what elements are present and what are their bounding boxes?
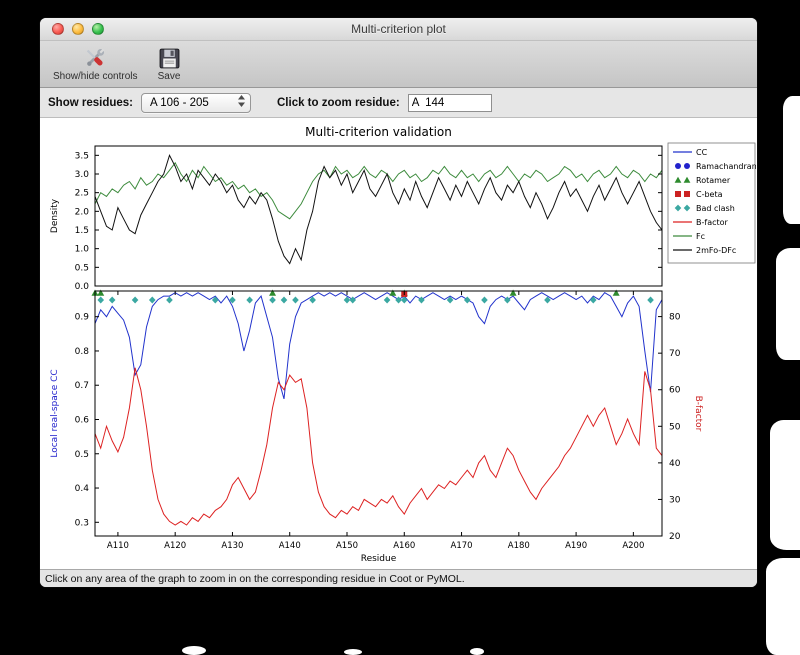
svg-text:50: 50: [669, 422, 681, 432]
svg-text:Multi-criterion validation: Multi-criterion validation: [305, 125, 452, 139]
svg-text:2.0: 2.0: [75, 207, 90, 217]
svg-text:70: 70: [669, 349, 681, 359]
svg-text:60: 60: [669, 386, 681, 396]
close-button[interactable]: [52, 23, 64, 35]
svg-text:B-factor: B-factor: [696, 218, 729, 227]
plot-area: Multi-criterion validation 0.0 0.5 1.0 1.5 2.…: [40, 118, 757, 569]
status-text: Click on any area of the graph to zoom i…: [45, 572, 465, 585]
screenshot-artifact: [776, 248, 800, 360]
traffic-lights: [52, 23, 104, 35]
zoom-residue-label: Click to zoom residue:: [277, 96, 400, 109]
screenshot-artifact: [770, 420, 800, 550]
svg-text:A170: A170: [451, 541, 473, 551]
svg-text:Local real-space CC: Local real-space CC: [50, 369, 60, 457]
svg-text:A160: A160: [393, 541, 415, 551]
svg-text:B-factor: B-factor: [693, 396, 703, 432]
window-title: Multi-criterion plot: [351, 22, 446, 36]
svg-text:A120: A120: [164, 541, 186, 551]
svg-text:0.6: 0.6: [75, 415, 90, 425]
multi-criterion-plot-window: Multi-criterion plot Show/hi: [40, 18, 757, 587]
svg-text:2mFo-DFc: 2mFo-DFc: [696, 246, 736, 255]
toolbar: Show/hide controls Save: [40, 41, 757, 88]
svg-text:2.5: 2.5: [75, 189, 89, 199]
svg-text:1.5: 1.5: [75, 226, 89, 236]
minimize-button[interactable]: [72, 23, 84, 35]
svg-text:A140: A140: [279, 541, 301, 551]
svg-text:0.7: 0.7: [75, 381, 89, 391]
svg-text:0.8: 0.8: [75, 347, 90, 357]
svg-text:0.5: 0.5: [75, 450, 89, 460]
zoom-button[interactable]: [92, 23, 104, 35]
screenshot-artifact: [344, 649, 362, 655]
show-hide-controls-button[interactable]: Show/hide controls: [48, 44, 143, 83]
svg-text:A180: A180: [508, 541, 530, 551]
svg-text:A200: A200: [622, 541, 644, 551]
svg-text:80: 80: [669, 313, 681, 323]
save-label: Save: [157, 71, 181, 82]
svg-text:0.9: 0.9: [75, 313, 90, 323]
status-bar: Click on any area of the graph to zoom i…: [40, 569, 757, 587]
svg-text:CC: CC: [696, 148, 708, 157]
svg-text:A190: A190: [565, 541, 587, 551]
svg-text:20: 20: [669, 532, 681, 542]
multi-criterion-plot-canvas[interactable]: Multi-criterion validation 0.0 0.5 1.0 1.5 2.…: [41, 118, 756, 568]
show-residues-label: Show residues:: [48, 96, 133, 109]
screenshot-artifact: [470, 648, 484, 655]
save-button[interactable]: Save: [153, 44, 186, 83]
screenshot-artifact: [182, 646, 206, 655]
screenshot-artifact: [783, 96, 800, 224]
svg-text:Fc: Fc: [696, 232, 705, 241]
title-bar[interactable]: Multi-criterion plot: [40, 18, 757, 41]
svg-text:A150: A150: [336, 541, 358, 551]
svg-text:3.0: 3.0: [75, 170, 90, 180]
svg-text:A130: A130: [221, 541, 243, 551]
svg-text:1.0: 1.0: [75, 245, 90, 255]
svg-text:0.5: 0.5: [75, 263, 89, 273]
zoom-residue-input[interactable]: [407, 93, 492, 112]
save-icon: [158, 45, 181, 71]
svg-text:Bad clash: Bad clash: [696, 204, 735, 213]
svg-text:Rotamer: Rotamer: [696, 176, 731, 185]
svg-text:Ramachandran: Ramachandran: [696, 162, 756, 171]
stepper-arrows-icon: [237, 94, 246, 111]
show-hide-controls-label: Show/hide controls: [53, 71, 138, 82]
svg-text:30: 30: [669, 495, 681, 505]
svg-text:3.5: 3.5: [75, 151, 89, 161]
svg-text:C-beta: C-beta: [696, 190, 723, 199]
svg-text:40: 40: [669, 459, 681, 469]
svg-text:Density: Density: [50, 198, 60, 233]
svg-text:0.0: 0.0: [75, 282, 90, 292]
svg-text:0.4: 0.4: [75, 484, 90, 494]
svg-text:0.3: 0.3: [75, 518, 89, 528]
tools-icon: [82, 45, 108, 71]
show-residues-value: A 106 - 205: [150, 96, 209, 109]
show-residues-select[interactable]: A 106 - 205: [141, 92, 251, 113]
controls-row: Show residues: A 106 - 205 Click to zoom…: [40, 88, 757, 118]
svg-text:Residue: Residue: [361, 554, 397, 564]
screenshot-artifact: [766, 558, 800, 655]
svg-text:A110: A110: [107, 541, 129, 551]
